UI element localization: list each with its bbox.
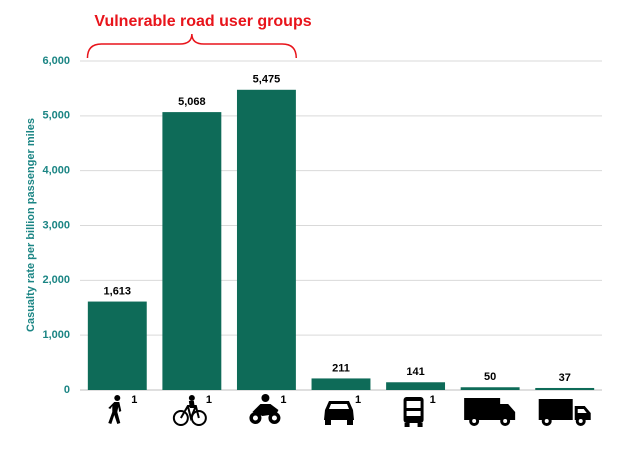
- category-icon: [464, 398, 516, 426]
- bar: [535, 387, 595, 390]
- icon-part: [271, 415, 277, 421]
- icon-part: [252, 404, 279, 416]
- value-label: 141: [406, 366, 424, 378]
- icon-part: [404, 423, 410, 427]
- icon-part: [108, 402, 122, 424]
- icon-part: [578, 419, 583, 423]
- category-icon: [172, 395, 207, 426]
- bar: [236, 89, 296, 390]
- icon-part: [577, 409, 587, 413]
- icon-part: [172, 410, 189, 426]
- icon-part: [261, 394, 270, 402]
- bar: [87, 301, 147, 390]
- icon-part: [503, 419, 508, 423]
- icon-part: [417, 423, 423, 427]
- icon-part: [403, 397, 424, 423]
- icon-part: [464, 398, 516, 420]
- y-tick-label: 5,000: [42, 110, 70, 122]
- value-label: 1,613: [104, 285, 132, 297]
- y-tick-label: 3,000: [42, 219, 70, 231]
- y-tick-label: 0: [64, 384, 70, 396]
- icon-part: [472, 419, 477, 423]
- icon-part: [406, 401, 421, 408]
- annotation: Vulnerable road user groups: [94, 13, 311, 30]
- icon-part: [324, 401, 354, 420]
- x-tick-label: 1: [206, 394, 212, 406]
- y-tick-label: 2,000: [42, 274, 70, 286]
- icon-part: [329, 404, 349, 409]
- y-tick-label: 6,000: [42, 55, 70, 67]
- x-tick-label: 1: [355, 394, 361, 406]
- bar: [386, 382, 446, 390]
- y-tick-label: 4,000: [42, 165, 70, 177]
- brace: [86, 33, 298, 59]
- icon-part: [544, 419, 549, 423]
- value-label: 50: [484, 371, 496, 383]
- value-label: 5,068: [178, 96, 206, 108]
- category-icon: [324, 401, 354, 425]
- bar: [311, 378, 371, 390]
- category-icon: [538, 399, 591, 426]
- bar: [460, 387, 520, 390]
- value-label: 37: [559, 372, 571, 384]
- value-label: 5,475: [253, 74, 281, 86]
- category-icon: [249, 394, 281, 424]
- icon-part: [188, 395, 195, 401]
- y-tick-label: 1,000: [42, 329, 70, 341]
- icon-part: [188, 401, 195, 408]
- icon-part: [325, 420, 331, 425]
- y-axis-label: Casualty rate per billion passenger mile…: [25, 118, 37, 332]
- x-tick-label: 1: [280, 394, 286, 406]
- icon-part: [406, 411, 421, 416]
- icon-part: [347, 420, 353, 425]
- x-tick-label: 1: [131, 394, 137, 406]
- category-icon: [403, 397, 424, 427]
- value-label: 211: [332, 362, 350, 374]
- icon-part: [114, 395, 121, 401]
- x-tick-label: 1: [430, 394, 436, 406]
- bar: [162, 112, 222, 390]
- icon-part: [252, 415, 258, 421]
- category-icon: [108, 395, 122, 424]
- icon-part: [538, 399, 573, 420]
